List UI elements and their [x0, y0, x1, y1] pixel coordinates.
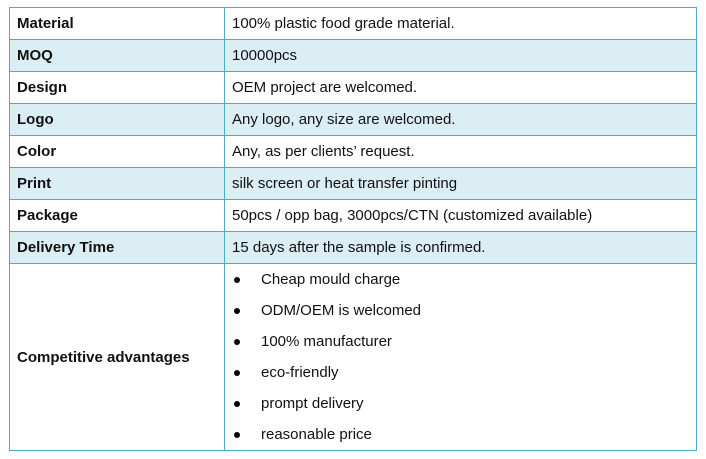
row-value: Cheap mould charge ODM/OEM is welcomed 1… — [224, 263, 697, 451]
row-value: 50pcs / opp bag, 3000pcs/CTN (customized… — [224, 199, 697, 232]
list-item-text: prompt delivery — [261, 395, 364, 412]
row-value: 15 days after the sample is confirmed. — [224, 231, 697, 264]
row-value: Any logo, any size are welcomed. — [224, 103, 697, 136]
list-item: Cheap mould charge — [234, 265, 696, 296]
list-item: ODM/OEM is welcomed — [234, 295, 696, 326]
list-item-text: eco-friendly — [261, 364, 339, 381]
table-row-logo: Logo Any logo, any size are welcomed. — [9, 103, 697, 136]
row-value: 10000pcs — [224, 39, 697, 72]
bullet-icon — [234, 400, 240, 407]
bullet-icon — [234, 431, 240, 438]
advantages-list: Cheap mould charge ODM/OEM is welcomed 1… — [232, 265, 696, 450]
row-value: OEM project are welcomed. — [224, 71, 697, 104]
row-value: silk screen or heat transfer pinting — [224, 167, 697, 200]
table-row-competitive-advantages: Competitive advantages Cheap mould charg… — [9, 263, 697, 451]
list-item: reasonable price — [234, 419, 696, 450]
bullet-icon — [234, 369, 240, 376]
row-value: 100% plastic food grade material. — [224, 7, 697, 40]
list-item-text: Cheap mould charge — [261, 271, 401, 288]
table-row-delivery-time: Delivery Time 15 days after the sample i… — [9, 231, 697, 264]
table-row-color: Color Any, as per clients’ request. — [9, 135, 697, 168]
list-item-text: reasonable price — [261, 426, 372, 443]
row-label: Delivery Time — [9, 231, 225, 264]
list-item: prompt delivery — [234, 388, 696, 419]
bullet-icon — [234, 276, 240, 283]
bullet-icon — [234, 338, 240, 345]
list-item-text: ODM/OEM is welcomed — [261, 302, 422, 319]
row-label: Design — [9, 71, 225, 104]
row-label: Competitive advantages — [9, 263, 225, 451]
list-item: 100% manufacturer — [234, 326, 696, 357]
table-row-material: Material 100% plastic food grade materia… — [9, 7, 697, 40]
row-label: MOQ — [9, 39, 225, 72]
row-label: Package — [9, 199, 225, 232]
product-spec-table: Material 100% plastic food grade materia… — [9, 7, 697, 451]
row-label: Material — [9, 7, 225, 40]
bullet-icon — [234, 307, 240, 314]
list-item-text: 100% manufacturer — [261, 333, 392, 350]
row-label: Print — [9, 167, 225, 200]
list-item: eco-friendly — [234, 357, 696, 388]
row-label: Color — [9, 135, 225, 168]
table-row-moq: MOQ 10000pcs — [9, 39, 697, 72]
table-row-design: Design OEM project are welcomed. — [9, 71, 697, 104]
table-row-print: Print silk screen or heat transfer pinti… — [9, 167, 697, 200]
row-label: Logo — [9, 103, 225, 136]
row-value: Any, as per clients’ request. — [224, 135, 697, 168]
table-row-package: Package 50pcs / opp bag, 3000pcs/CTN (cu… — [9, 199, 697, 232]
